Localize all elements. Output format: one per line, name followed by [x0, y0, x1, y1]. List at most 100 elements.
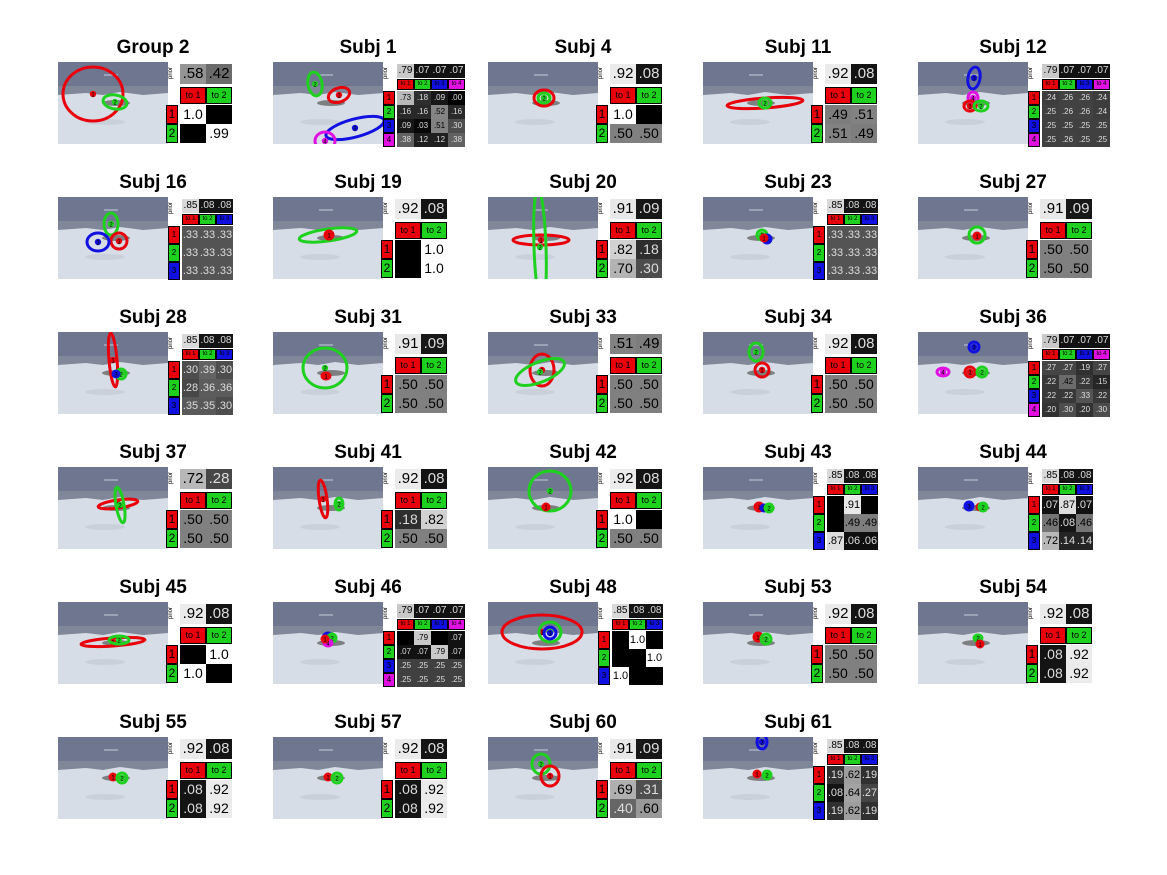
state-center-1 [760, 234, 768, 242]
transition-header-cell: to 1 [825, 627, 851, 644]
prior-cell: .85 [612, 604, 629, 618]
snow-shadow [300, 389, 340, 395]
prior-cell: .08 [206, 604, 232, 624]
state-ellipse-3 [755, 737, 769, 751]
row-header: 4 [383, 133, 395, 147]
state-label-2: 2 [764, 637, 768, 643]
prior-label-text: prior [1028, 336, 1035, 350]
transition-cell: .18 [636, 240, 662, 259]
transition-cell: .25 [397, 673, 414, 687]
distant-ship [964, 209, 978, 211]
row-header: 3 [1028, 119, 1040, 133]
transition-cell: .33 [182, 226, 199, 244]
state-center-2 [763, 771, 771, 779]
transition-cell: .26 [1059, 105, 1076, 119]
row-header: 3 [598, 667, 610, 685]
state-center-1 [758, 366, 766, 374]
transition-cell: .08 [180, 780, 206, 799]
transition-cell: .49 [861, 514, 878, 532]
prior-cell: .08 [844, 739, 861, 753]
prior-cell: .08 [629, 604, 646, 618]
row-header: 1 [166, 105, 178, 124]
transition-cell: .92 [1066, 664, 1092, 683]
state-label-3: 3 [548, 631, 552, 637]
row-header: 3 [168, 262, 180, 280]
row-header: 1 [1026, 645, 1038, 664]
row-header: 1 [598, 631, 610, 649]
transition-header-cell: to 2 [1059, 484, 1076, 495]
snow-ground [918, 227, 1028, 279]
row-header: 2 [381, 259, 393, 278]
transition-header-cell: to 2 [851, 87, 877, 104]
transition-cell: .50 [825, 375, 851, 394]
transition-cell: .50 [851, 645, 877, 664]
transition-cell: 1.0 [421, 240, 447, 259]
transition-cell: .25 [414, 659, 431, 673]
row-header: 1 [596, 240, 608, 259]
transition-cell: .50 [1066, 259, 1092, 278]
transition-cell: .50 [636, 124, 662, 143]
state-label-2: 2 [117, 638, 121, 644]
state-label-2: 2 [337, 502, 341, 508]
transition-cell [646, 667, 663, 685]
state-ellipse-2 [757, 96, 773, 110]
animal-shape [747, 100, 775, 106]
transition-cell: .50 [395, 529, 421, 548]
transition-cell: .33 [216, 244, 233, 262]
snow-shadow [85, 389, 125, 395]
subject-panel: Subj 42 2 1 prior .92.08 to 1 to 2 1 1.0 2.50.50 [488, 442, 688, 552]
transition-cell: .33 [861, 262, 878, 280]
state-label-3: 3 [96, 240, 100, 246]
state-center-4 [939, 368, 947, 376]
panel-title: Subj 23 [764, 172, 832, 193]
transition-cell [612, 631, 629, 649]
prior-cell: .08 [636, 469, 662, 489]
transition-header-cell: to 3 [861, 484, 878, 495]
row-header: 1 [1028, 91, 1040, 105]
prior-cell: .07 [1059, 334, 1076, 348]
prior-label-text: prior [1028, 201, 1035, 215]
state-label-3: 3 [114, 372, 118, 378]
sea [273, 626, 383, 636]
transition-cell: .27 [1093, 361, 1110, 375]
state-label-1: 1 [968, 104, 972, 110]
row-header: 2 [166, 664, 178, 683]
prior-cell: .08 [646, 604, 663, 618]
transition-cell: .26 [1076, 91, 1093, 105]
transition-cell: .82 [421, 510, 447, 529]
distant-ship [319, 74, 333, 76]
prior-label: prior [1028, 604, 1040, 624]
prior-cell: .08 [861, 469, 878, 483]
state-center-1 [322, 372, 330, 380]
transition-header-cell: to 1 [180, 762, 206, 779]
prior-label-text: prior [598, 201, 605, 215]
transition-cell: .82 [610, 240, 636, 259]
transition-cell: .46 [1076, 514, 1093, 532]
subject-panel: Subj 45 1 2 prior .92.08 to 1 to 2 1 1.0 2 1.0 [58, 577, 258, 687]
subject-panel: Subj 34 2 1 prior .92.08 to 1 to 2 1.50.50 2.50.… [703, 307, 903, 417]
snow-shadow [945, 524, 985, 530]
panel-title: Subj 41 [334, 442, 402, 463]
transition-cell: .50 [825, 394, 851, 413]
panel-title: Subj 20 [549, 172, 617, 193]
state-ellipse-1 [323, 229, 335, 241]
snow-shadow [300, 254, 340, 260]
transition-cell: .08 [827, 784, 844, 802]
transition-cell [861, 496, 878, 514]
state-label-1: 1 [755, 772, 759, 778]
state-ellipse-3 [966, 65, 982, 91]
state-center-2 [978, 368, 986, 376]
prior-label-text: prior [598, 606, 605, 620]
transition-cell: .08 [395, 799, 421, 818]
transition-header-cell: to 2 [851, 357, 877, 374]
animal-shape [532, 775, 560, 781]
state-ellipse-1 [96, 497, 140, 511]
prior-label: prior [383, 334, 395, 354]
sea [273, 221, 383, 231]
prior-label-text: prior [383, 741, 390, 755]
row-header: 2 [383, 645, 395, 659]
snow-ground [58, 767, 168, 819]
